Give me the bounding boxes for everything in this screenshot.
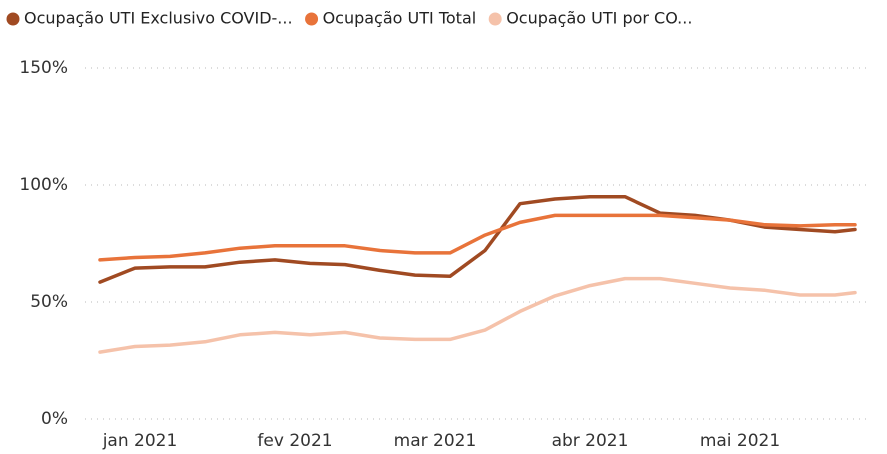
legend-label: Ocupação UTI Total bbox=[323, 9, 477, 28]
x-tick-label: abr 2021 bbox=[552, 431, 629, 451]
x-tick-label: mar 2021 bbox=[394, 431, 477, 451]
legend-label: Ocupação UTI por CO... bbox=[506, 9, 692, 28]
series-line bbox=[98, 276, 857, 354]
legend-swatch bbox=[6, 12, 20, 26]
x-tick-label: jan 2021 bbox=[102, 431, 178, 451]
x-tick-label: fev 2021 bbox=[257, 431, 332, 451]
y-tick-label: 0% bbox=[41, 409, 68, 429]
legend: Ocupação UTI Exclusivo COVID-... Ocupação… bbox=[6, 9, 692, 28]
legend-swatch bbox=[305, 12, 319, 26]
y-tick-label: 50% bbox=[30, 292, 68, 312]
y-tick-label: 150% bbox=[19, 58, 68, 78]
y-tick-label: 100% bbox=[19, 175, 68, 195]
series-line bbox=[98, 213, 857, 262]
x-tick-label: mai 2021 bbox=[700, 431, 780, 451]
legend-swatch bbox=[488, 12, 502, 26]
legend-label: Ocupação UTI Exclusivo COVID-... bbox=[24, 9, 293, 28]
